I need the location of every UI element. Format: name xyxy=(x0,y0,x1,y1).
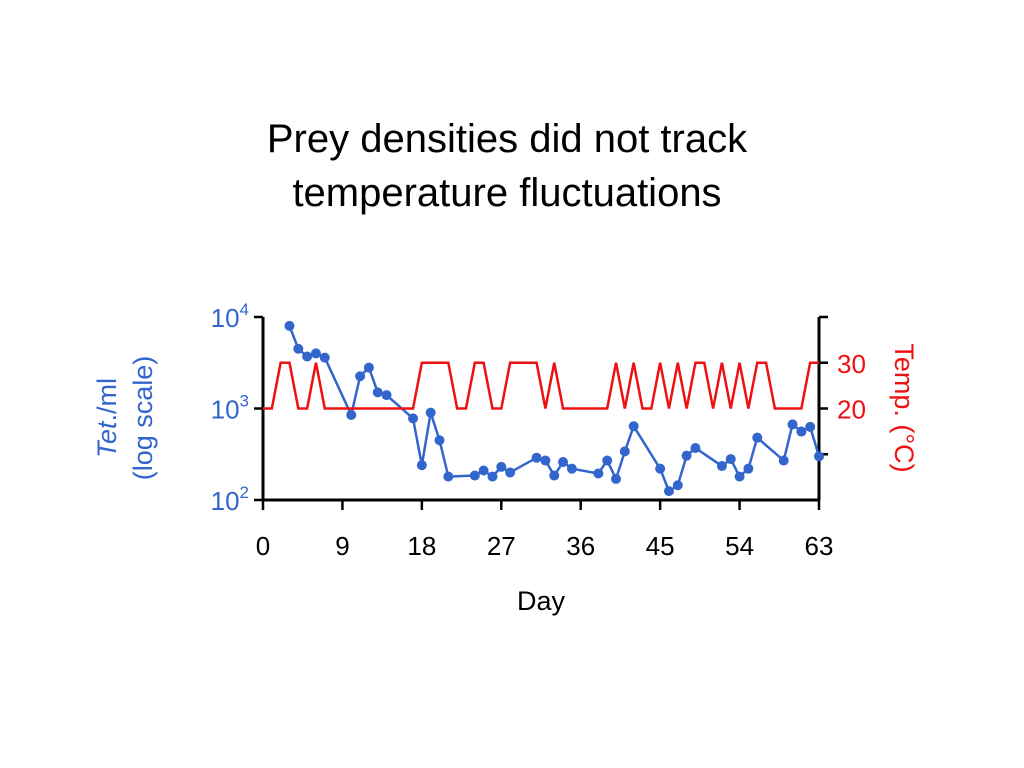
x-tick-label: 18 xyxy=(407,531,436,561)
density-data-point xyxy=(558,457,569,468)
density-data-point xyxy=(319,352,330,363)
density-data-point xyxy=(443,471,454,482)
density-data-point xyxy=(734,471,745,482)
density-data-point xyxy=(531,452,542,463)
density-data-point xyxy=(690,443,701,454)
density-data-point xyxy=(496,461,507,472)
density-data-point xyxy=(805,421,816,432)
x-tick-label: 54 xyxy=(725,531,754,561)
x-tick-label: 0 xyxy=(256,531,270,561)
density-data-point xyxy=(381,390,392,401)
density-data-point xyxy=(716,461,727,472)
y-left-tick-label: 104 xyxy=(211,300,249,333)
density-data-point xyxy=(611,473,622,484)
x-tick-label: 45 xyxy=(646,531,675,561)
x-tick-label: 63 xyxy=(805,531,834,561)
density-data-point xyxy=(434,435,445,446)
density-data-point xyxy=(725,454,736,465)
density-data-point xyxy=(681,450,692,461)
density-data-point xyxy=(505,467,516,478)
density-data-point xyxy=(363,362,374,373)
density-data-point xyxy=(540,455,551,466)
y-right-tick-label: 30 xyxy=(837,349,866,379)
x-axis-label: Day xyxy=(517,586,566,616)
density-data-point xyxy=(619,446,630,457)
density-data-point xyxy=(628,421,639,432)
density-data-point xyxy=(787,419,798,430)
density-data-point xyxy=(293,343,304,354)
density-data-point xyxy=(408,413,419,424)
chart-title-line-2: temperature fluctuations xyxy=(292,171,722,215)
chart-title-line-1: Prey densities did not track xyxy=(266,117,748,161)
density-data-point xyxy=(593,468,604,479)
density-data-point xyxy=(778,455,789,466)
y-left-axis-label-line-2: (log scale) xyxy=(128,356,158,481)
y-left-axis-label-line-1: Tet./ml xyxy=(92,378,122,458)
density-data-point xyxy=(655,463,666,474)
density-data-point xyxy=(469,470,480,481)
x-tick-label: 36 xyxy=(566,531,595,561)
x-tick-label: 9 xyxy=(335,531,349,561)
density-data-point xyxy=(752,432,763,443)
y-right-axis-label: Temp. (°C) xyxy=(889,343,919,472)
density-data-point xyxy=(310,348,321,359)
density-data-point xyxy=(416,460,427,471)
density-data-point xyxy=(549,470,560,481)
density-data-point xyxy=(302,351,313,362)
density-data-point xyxy=(284,320,295,331)
density-data-point xyxy=(672,480,683,491)
y-left-axis-label: Tet./ml (log scale) xyxy=(92,356,158,481)
density-data-point xyxy=(743,463,754,474)
density-data-point xyxy=(346,409,357,420)
temperature-series-line xyxy=(263,361,819,410)
density-data-point xyxy=(487,471,498,482)
density-data-point xyxy=(602,455,613,466)
density-data-point xyxy=(796,426,807,437)
x-tick-label: 27 xyxy=(487,531,516,561)
density-data-point xyxy=(478,465,489,476)
y-left-tick-label: 103 xyxy=(211,392,249,425)
density-data-point xyxy=(663,486,674,497)
density-data-point xyxy=(814,451,824,462)
density-data-point xyxy=(425,407,436,418)
y-left-tick-label: 102 xyxy=(211,483,249,516)
density-data-point xyxy=(566,463,577,474)
y-right-tick-label: 20 xyxy=(837,395,866,425)
chart-title: Prey densities did not track temperature… xyxy=(0,112,1014,220)
density-data-point xyxy=(355,371,366,382)
density-data-point xyxy=(372,387,383,398)
